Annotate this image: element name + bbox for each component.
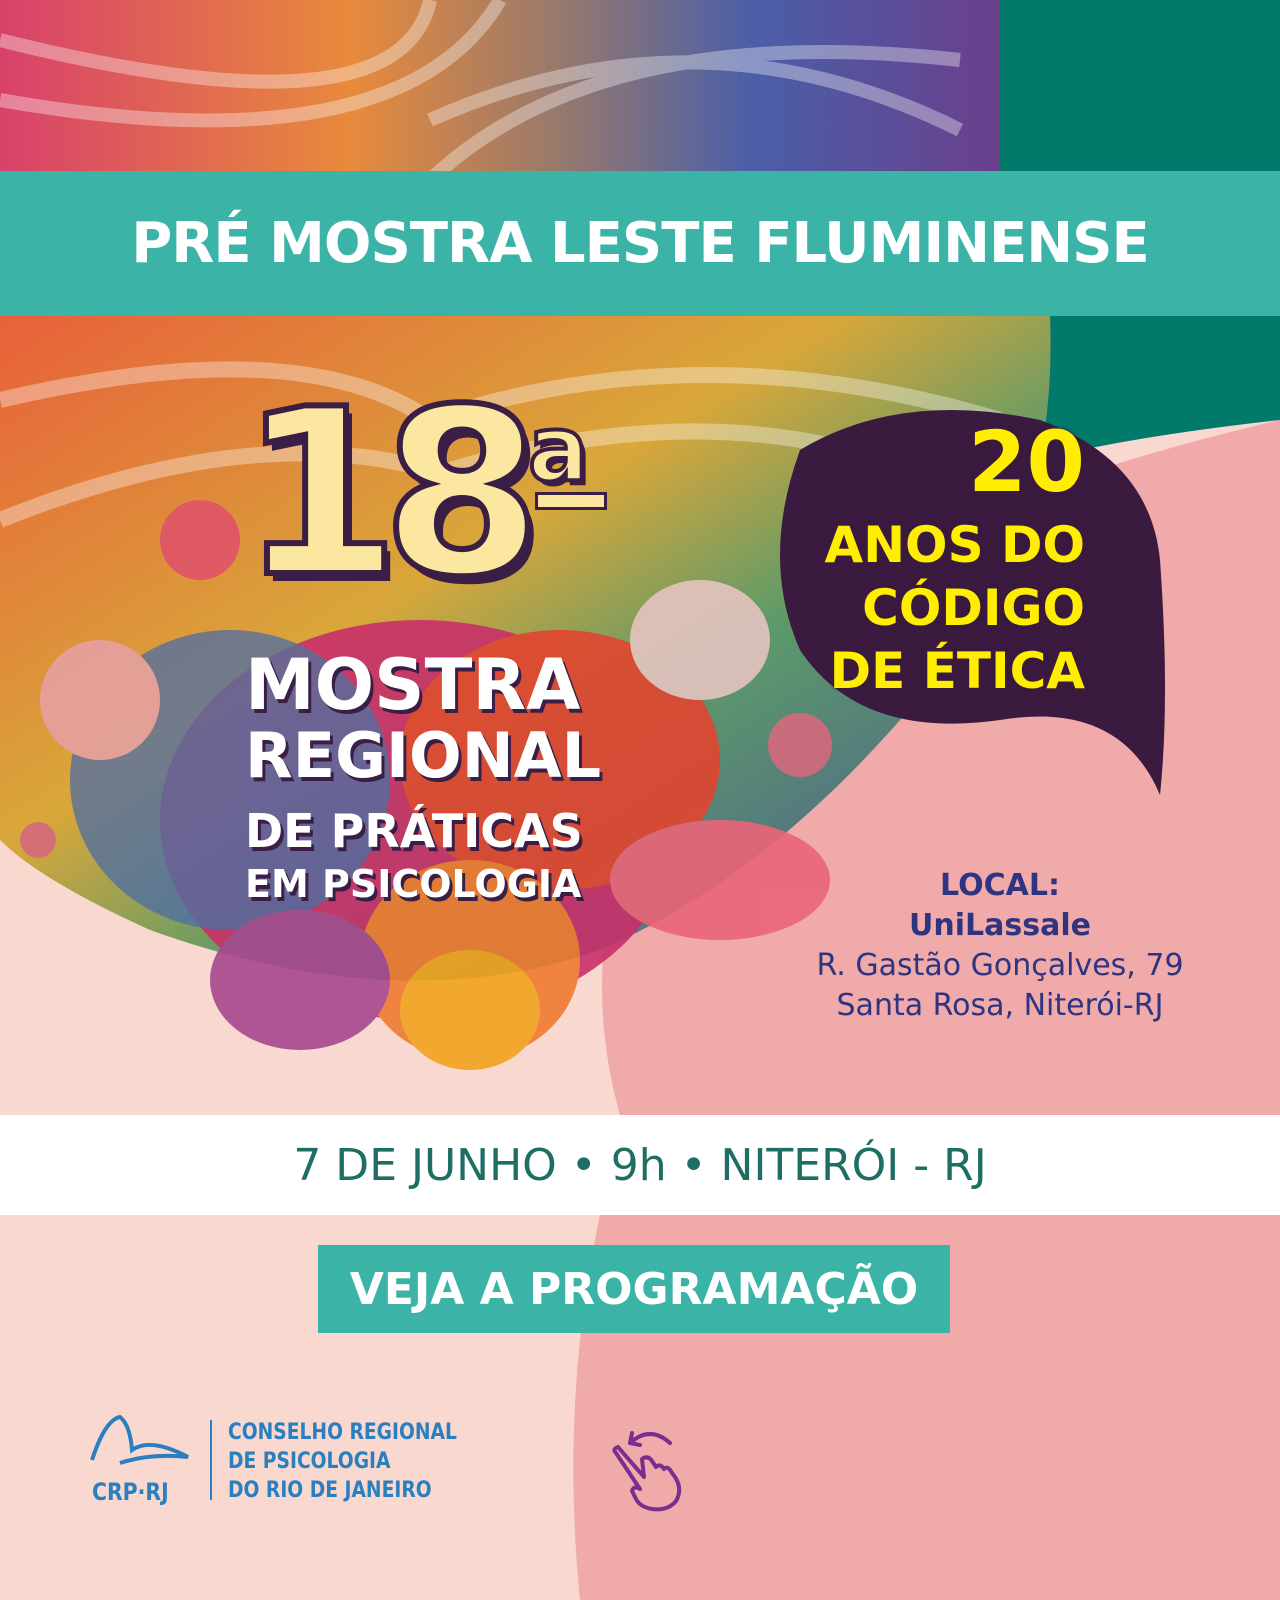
paint-splash [20,500,832,1070]
logo-line1: CONSELHO REGIONAL [228,1420,457,1445]
swipe-hand-icon[interactable] [610,1425,700,1515]
anniversary-line1: ANOS DO [824,516,1085,574]
see-program-button[interactable]: VEJA A PROGRAMAÇÃO [318,1245,950,1333]
speech-bubble [780,410,1165,795]
location-block: LOCAL: UniLassale R. Gastão Gonçalves, 7… [800,866,1200,1026]
top-banner: PRÉ MOSTRA LESTE FLUMINENSE [0,171,1280,316]
event-title-line3: DE PRÁTICAS [245,804,583,858]
logo-divider [210,1420,212,1500]
anniversary-number: 20 [968,413,1085,511]
location-city: Santa Rosa, Niterói-RJ [836,988,1164,1023]
location-address: R. Gastão Gonçalves, 79 [816,948,1184,983]
crp-logo-icon [90,1415,189,1465]
event-title-line4: EM PSICOLOGIA [245,862,582,906]
logo-line3: DO RIO DE JANEIRO [228,1478,432,1503]
logo-line2: DE PSICOLOGIA [228,1449,391,1474]
logo-name: CONSELHO REGIONAL DE PSICOLOGIA DO RIO D… [228,1418,457,1505]
anniversary-line3: DE ÉTICA [829,642,1085,700]
logo-acronym: CRP·RJ [92,1478,169,1506]
location-label: LOCAL: [940,868,1060,903]
edition-number: 18 [237,361,545,628]
edition-ordinal: a [526,397,591,502]
event-title-line1: MOSTRA [245,644,581,726]
location-venue: UniLassale [909,908,1091,943]
ordinal-underline [535,492,607,510]
banner-title: PRÉ MOSTRA LESTE FLUMINENSE [131,211,1150,276]
date-band: 7 DE JUNHO • 9h • NITERÓI - RJ [0,1115,1280,1215]
date-line: 7 DE JUNHO • 9h • NITERÓI - RJ [293,1139,987,1191]
event-title-line2: REGIONAL [245,719,602,792]
anniversary-line2: CÓDIGO [862,579,1085,637]
